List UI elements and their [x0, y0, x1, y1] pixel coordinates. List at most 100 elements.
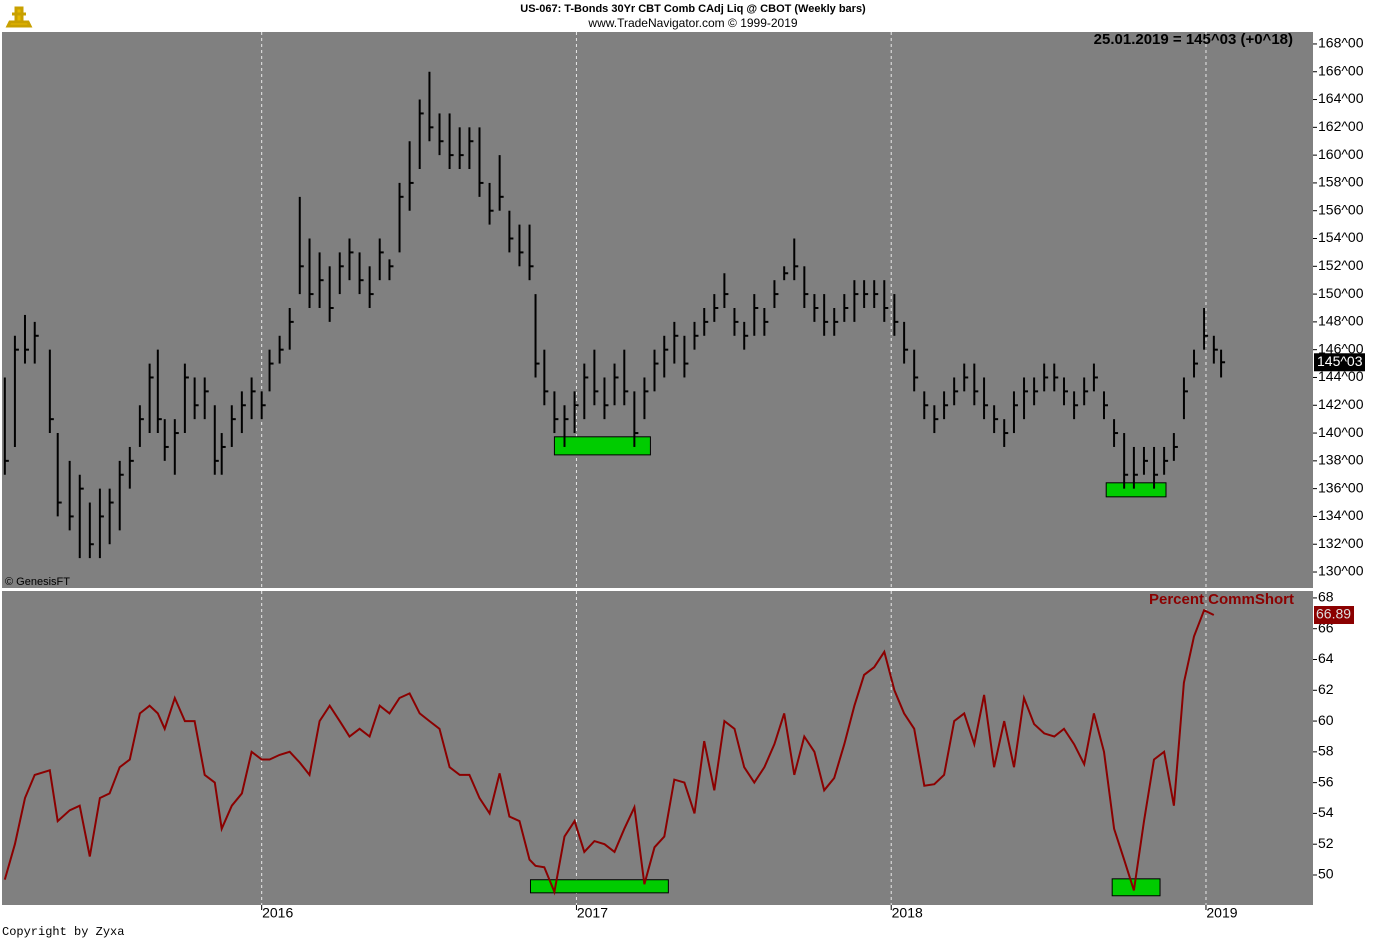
price-bar: [408, 141, 414, 211]
price-bar: [983, 377, 989, 420]
price-bar: [1012, 391, 1018, 434]
price-bar: [308, 238, 314, 308]
price-bar: [98, 488, 104, 559]
price-bar: [220, 433, 226, 475]
price-bar: [623, 349, 629, 406]
price-bar: [1193, 349, 1199, 378]
price-bar: [853, 280, 859, 322]
price-panel: [2, 32, 1313, 588]
price-bar: [1153, 446, 1159, 489]
y-tick-label: 150^00: [1318, 285, 1364, 301]
y-tick-label: 134^00: [1318, 507, 1364, 523]
price-bar: [543, 349, 549, 406]
price-bar: [230, 405, 236, 447]
y-tick-label: 144^00: [1318, 368, 1364, 384]
price-bar: [3, 377, 9, 475]
readout: 25.01.2019 = 145^03 (+0^18): [1094, 31, 1293, 48]
price-bar: [573, 391, 579, 434]
price-bar: [448, 113, 454, 170]
price-bar: [593, 349, 599, 406]
price-bar: [1123, 433, 1129, 489]
y-tick-label: 58: [1318, 743, 1334, 759]
price-bar: [428, 71, 434, 142]
chart-subtitle: www.TradeNavigator.com © 1999-2019: [587, 16, 797, 30]
price-bar: [1113, 419, 1119, 447]
x-tick-label: 2019: [1206, 905, 1237, 921]
price-bar: [693, 321, 699, 350]
price-bar: [1003, 419, 1009, 447]
price-bar: [288, 307, 294, 350]
price-bar: [1132, 446, 1138, 489]
y-tick-label: 130^00: [1318, 563, 1364, 579]
y-tick-label: 152^00: [1318, 257, 1364, 273]
price-bar: [298, 196, 304, 295]
price-bar: [508, 210, 514, 253]
price-bar: [268, 349, 274, 392]
price-bar: [156, 349, 162, 434]
price-bar: [993, 405, 999, 434]
x-tick-label: 2016: [262, 905, 293, 921]
price-bar: [118, 460, 124, 531]
price-bar: [148, 363, 154, 434]
price-bar: [663, 335, 669, 378]
y-tick-label: 164^00: [1318, 90, 1364, 106]
y-tick-label: 60: [1318, 712, 1334, 728]
y-tick-label: 62: [1318, 681, 1334, 697]
price-bar: [823, 294, 829, 336]
price-bar: [338, 252, 344, 295]
price-bar: [278, 335, 284, 364]
price-bar: [893, 294, 899, 336]
price-bar: [318, 252, 324, 308]
y-tick-label: 132^00: [1318, 535, 1364, 551]
price-bar: [973, 363, 979, 406]
price-bar: [183, 363, 189, 434]
price-bar: [653, 349, 659, 392]
price-bar: [883, 280, 889, 322]
price-bar: [713, 294, 719, 322]
y-tick-label: 156^00: [1318, 201, 1364, 217]
price-bar: [703, 307, 709, 336]
price-bar: [553, 391, 559, 434]
y-tick-label: 68: [1318, 589, 1334, 605]
price-bar: [773, 280, 779, 308]
price-bar: [923, 391, 929, 420]
indicator-line: [3, 608, 1215, 896]
price-bar: [1023, 377, 1029, 420]
price-bar: [1053, 363, 1059, 392]
y-tick-label: 160^00: [1318, 146, 1364, 162]
price-bar: [534, 294, 540, 378]
price-bar: [1083, 377, 1089, 406]
y-tick-label: 136^00: [1318, 479, 1364, 495]
price-bar: [68, 460, 74, 531]
last-value-label: 145^03: [1317, 353, 1363, 369]
price-bar: [138, 405, 144, 447]
y-tick-label: 64: [1318, 650, 1334, 666]
price-bar: [250, 377, 256, 420]
price-bar: [418, 99, 424, 170]
y-tick-label: 138^00: [1318, 452, 1364, 468]
y-tick-label: 148^00: [1318, 313, 1364, 329]
y-tick-label: 56: [1318, 773, 1334, 789]
highlight-box: [529, 879, 669, 894]
price-bar: [358, 252, 364, 295]
price-bar: [240, 391, 246, 434]
price-bar: [348, 238, 354, 281]
price-bar: [563, 405, 569, 447]
price-bar: [943, 391, 949, 420]
price-bar: [128, 446, 134, 489]
price-bar: [260, 391, 266, 420]
price-bar: [458, 127, 464, 170]
price-bar: [843, 294, 849, 322]
price-bar: [913, 349, 919, 392]
chart-title: US-067: T-Bonds 30Yr CBT Comb CAdj Liq @…: [520, 3, 866, 15]
price-bar: [833, 307, 839, 336]
price-bar: [1212, 335, 1218, 364]
last-value-box: [1314, 353, 1365, 372]
logo: [4, 4, 33, 30]
price-bar: [108, 488, 114, 545]
price-bar: [438, 113, 444, 156]
price-bar: [203, 377, 209, 420]
price-bar: [723, 273, 729, 308]
y-tick-label: 162^00: [1318, 118, 1364, 134]
